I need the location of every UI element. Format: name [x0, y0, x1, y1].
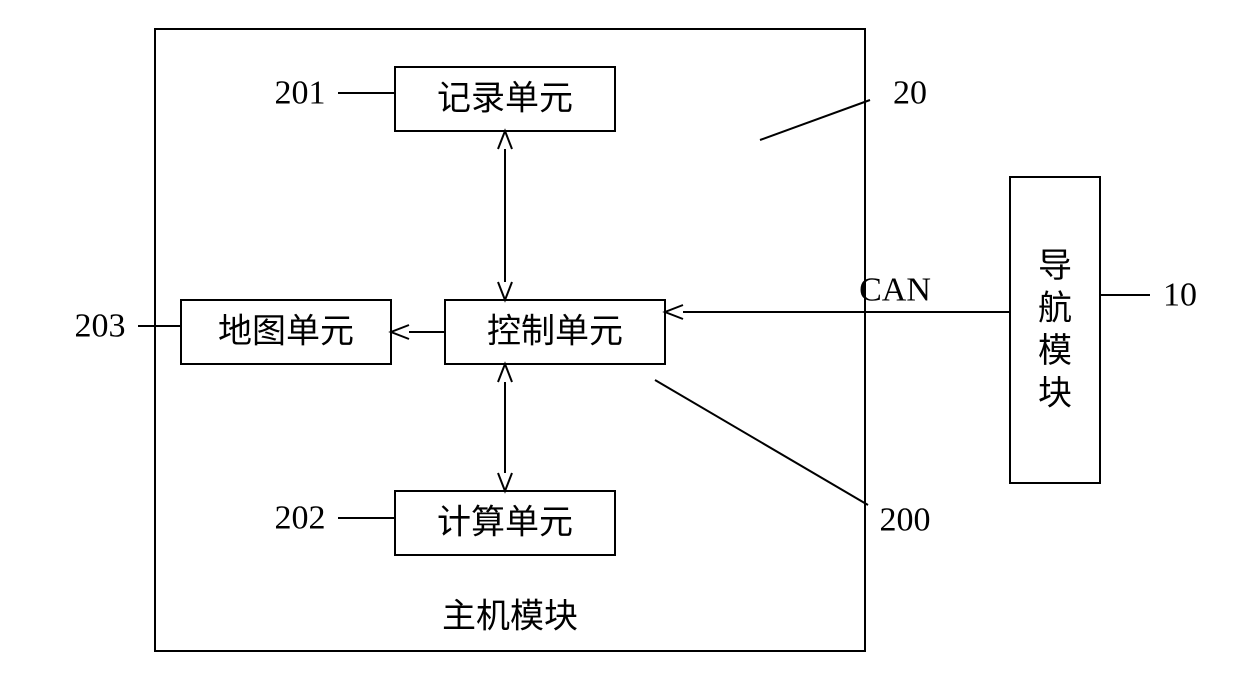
label-201: 201	[275, 75, 396, 112]
label-20-leader	[760, 100, 870, 140]
nav-module-label: 导	[1038, 248, 1072, 285]
edge-nav-control: CAN	[665, 272, 1010, 320]
label-10-text: 10	[1163, 277, 1197, 314]
label-20-text: 20	[893, 75, 927, 112]
label-200-text: 200	[880, 502, 931, 539]
edge-control-calc	[498, 364, 512, 491]
label-20: 20	[760, 75, 927, 141]
nav-module-box	[1010, 177, 1100, 483]
label-203-text: 203	[75, 308, 126, 345]
control-unit-label: 控制单元	[487, 313, 623, 351]
edge-nav-control-label: CAN	[859, 272, 931, 309]
label-10: 10	[1100, 277, 1197, 314]
host-module-caption: 主机模块	[442, 598, 578, 636]
map-unit-label: 地图单元	[218, 313, 354, 351]
label-202-text: 202	[275, 500, 326, 537]
nav-module-label: 航	[1038, 289, 1072, 327]
label-200: 200	[655, 380, 931, 539]
nav-module-label: 模	[1038, 332, 1072, 370]
label-202: 202	[275, 500, 396, 537]
nav-module-label: 块	[1038, 375, 1072, 412]
calc-unit-label: 计算单元	[437, 504, 573, 542]
label-203: 203	[75, 308, 182, 345]
edge-control-map	[391, 325, 445, 339]
label-201-text: 201	[275, 75, 326, 112]
edge-record-control	[498, 131, 512, 300]
label-200-leader	[655, 380, 868, 505]
record-unit-label: 记录单元	[437, 81, 573, 118]
